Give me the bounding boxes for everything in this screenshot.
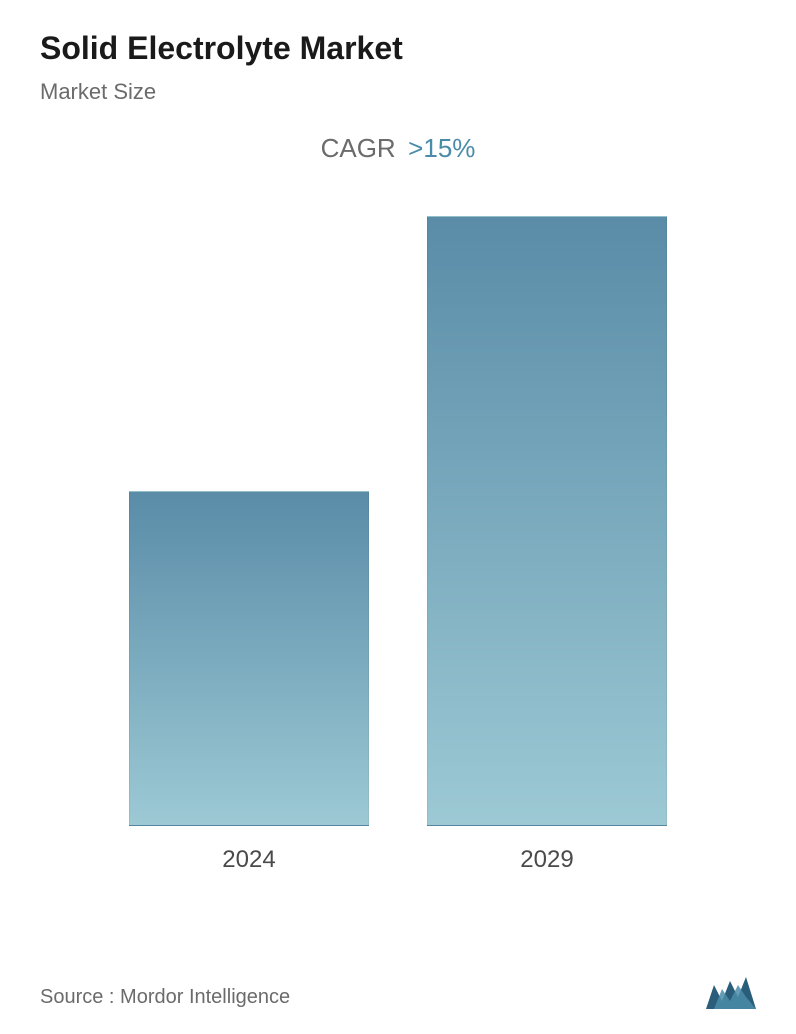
bar-label-0: 2024	[222, 846, 275, 874]
source-text: Source : Mordor Intelligence	[40, 986, 290, 1009]
cagr-label: CAGR	[321, 133, 396, 163]
bar-label-1: 2029	[520, 846, 573, 874]
mordor-logo-icon	[706, 977, 756, 1009]
chart-area: 2024 2029	[40, 214, 756, 874]
bar-1	[427, 216, 667, 826]
cagr-row: CAGR >15%	[40, 133, 756, 164]
chart-title: Solid Electrolyte Market	[40, 30, 756, 67]
chart-subtitle: Market Size	[40, 79, 756, 105]
bar-group-1: 2029	[427, 216, 667, 874]
bar-group-0: 2024	[129, 491, 369, 875]
bar-0	[129, 491, 369, 827]
cagr-value: >15%	[408, 133, 475, 163]
footer: Source : Mordor Intelligence	[40, 977, 756, 1009]
